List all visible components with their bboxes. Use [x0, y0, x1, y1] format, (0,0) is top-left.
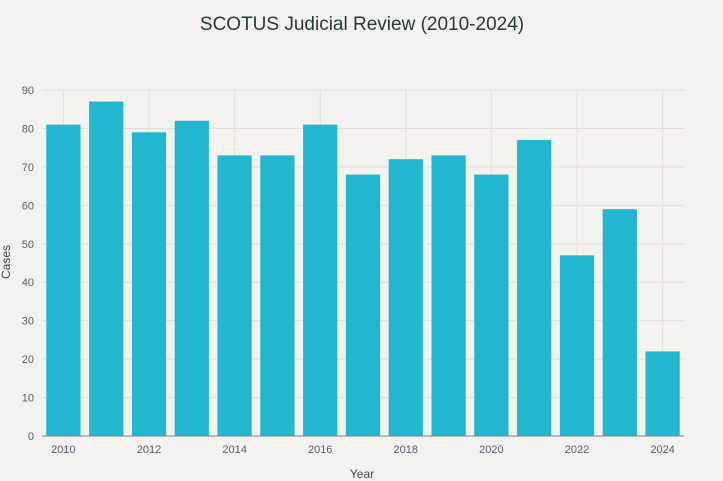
y-tick-label: 60	[22, 200, 34, 212]
bar-2018[interactable]	[388, 159, 423, 436]
y-tick-label: 70	[22, 162, 34, 174]
bar-2013[interactable]	[174, 120, 209, 436]
x-tick-label: 2024	[650, 444, 674, 456]
y-tick-label: 20	[22, 354, 34, 366]
x-tick-label: 2014	[222, 444, 246, 456]
y-tick-label: 0	[28, 431, 34, 443]
bar-2021[interactable]	[517, 139, 552, 436]
bar-2024[interactable]	[645, 351, 680, 436]
bar-2019[interactable]	[431, 155, 466, 436]
bar-2016[interactable]	[303, 124, 338, 436]
y-tick-label: 30	[22, 316, 34, 328]
bar-2017[interactable]	[345, 174, 381, 437]
bar-2011[interactable]	[89, 101, 124, 437]
y-tick-label: 80	[22, 123, 34, 135]
bar-2023[interactable]	[602, 209, 637, 436]
bar-2014[interactable]	[217, 155, 252, 436]
bars	[46, 101, 680, 437]
bar-2020[interactable]	[474, 174, 509, 437]
x-tick-label: 2016	[308, 444, 332, 456]
x-axis-label: Year	[350, 467, 374, 481]
x-tick-label: 2018	[394, 444, 418, 456]
x-tick-label: 2012	[137, 444, 161, 456]
y-axis-label: Cases	[0, 245, 13, 279]
bar-2015[interactable]	[260, 155, 295, 436]
x-tick-label: 2022	[565, 444, 589, 456]
x-tick-label: 2010	[51, 444, 75, 456]
chart-title: SCOTUS Judicial Review (2010-2024)	[200, 14, 524, 35]
bar-2022[interactable]	[559, 255, 595, 436]
y-tick-label: 40	[22, 277, 34, 289]
bar-2012[interactable]	[131, 132, 167, 437]
x-tick-label: 2020	[479, 444, 503, 456]
bar-2010[interactable]	[46, 124, 81, 436]
y-tick-label: 90	[22, 85, 34, 97]
y-tick-label: 50	[22, 239, 34, 251]
y-axis-ticks: 0 10 20 30 40 50 60 70 80 90	[22, 85, 34, 443]
y-tick-label: 10	[22, 393, 34, 405]
x-axis-ticks: 2010 2012 2014 2016 2018 2020 2022 2024	[51, 444, 675, 456]
